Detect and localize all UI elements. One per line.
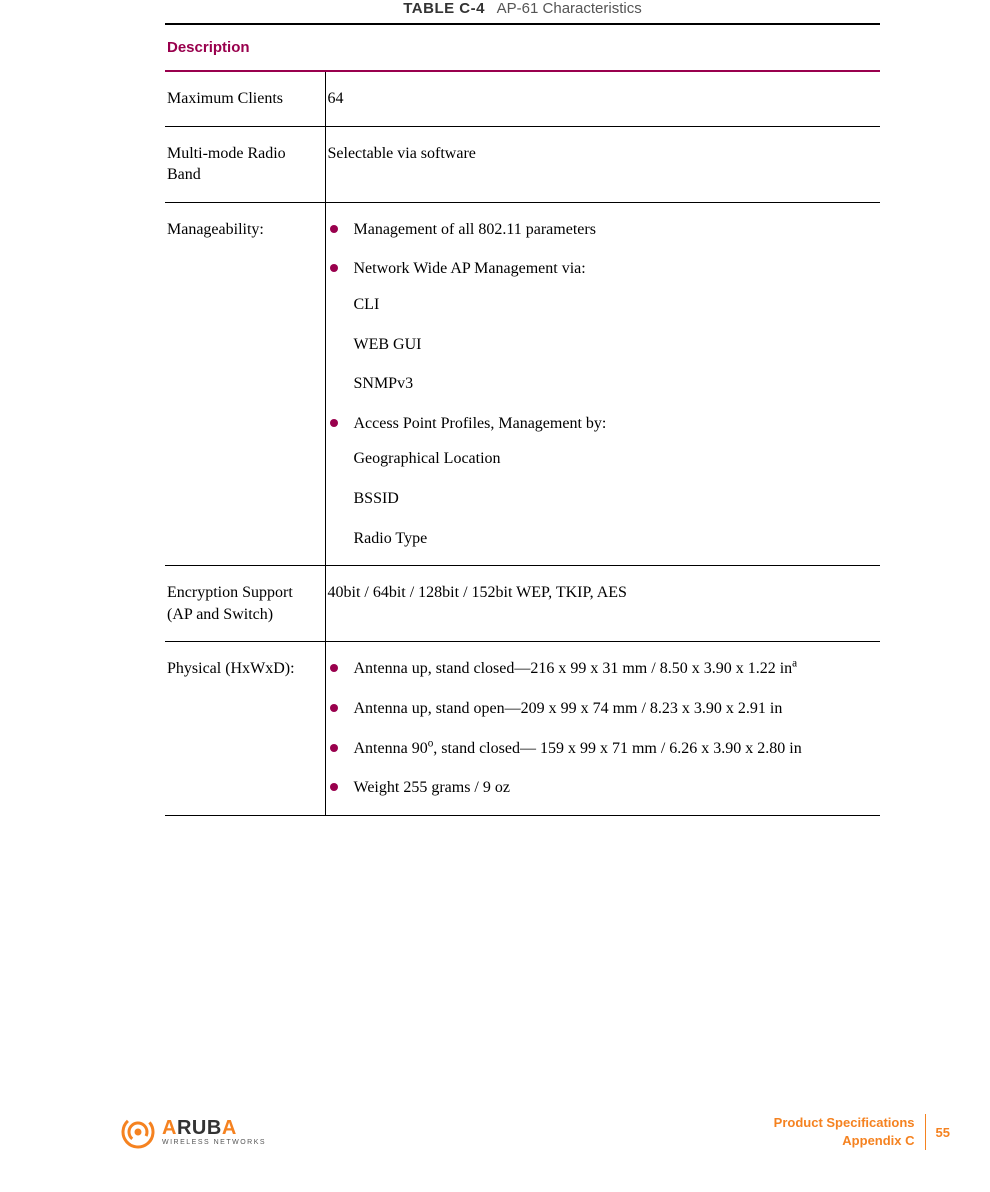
- table-caption: TABLE C-4 AP-61 Characteristics: [165, 0, 880, 17]
- list-item: Antenna 90o, stand closed— 159 x 99 x 71…: [328, 738, 871, 760]
- sub-list-item: CLI: [354, 294, 871, 316]
- sub-list-item: WEB GUI: [354, 334, 871, 356]
- logo-main: ARUBA: [162, 1118, 266, 1138]
- list-item-text-pre: Antenna 90: [354, 740, 428, 757]
- sub-list: CLI WEB GUI SNMPv3: [354, 294, 871, 395]
- list-item: Antenna up, stand open—209 x 99 x 74 mm …: [328, 698, 871, 720]
- bullet-list: Management of all 802.11 parameters Netw…: [328, 219, 871, 549]
- row-key: Physical (HxWxD):: [165, 642, 325, 815]
- table-row: Multi-mode Radio Band Selectable via sof…: [165, 126, 880, 202]
- row-key: Multi-mode Radio Band: [165, 126, 325, 202]
- row-value: 64: [325, 71, 880, 126]
- footer-title-2: Appendix C: [774, 1132, 915, 1150]
- footer-titles: Product Specifications Appendix C: [774, 1114, 926, 1149]
- footer-right: Product Specifications Appendix C 55: [774, 1114, 950, 1149]
- table-header-row: Description: [165, 24, 880, 71]
- row-key: Maximum Clients: [165, 71, 325, 126]
- sub-list-item: SNMPv3: [354, 373, 871, 395]
- logo-letter: A: [222, 1117, 237, 1139]
- caption-label: TABLE C-4: [403, 0, 485, 17]
- aruba-swirl-icon: [120, 1114, 156, 1150]
- logo-sub: WIRELESS NETWORKS: [162, 1139, 266, 1146]
- row-key: Encryption Support (AP and Switch): [165, 566, 325, 642]
- superscript: a: [792, 658, 797, 670]
- sub-list-item: Radio Type: [354, 528, 871, 550]
- logo-letter: R: [177, 1117, 192, 1139]
- table-row: Encryption Support (AP and Switch) 40bit…: [165, 566, 880, 642]
- row-value: Management of all 802.11 parameters Netw…: [325, 202, 880, 565]
- table-row: Manageability: Management of all 802.11 …: [165, 202, 880, 565]
- header-description: Description: [165, 24, 880, 71]
- row-value: 40bit / 64bit / 128bit / 152bit WEP, TKI…: [325, 566, 880, 642]
- caption-title: AP-61 Characteristics: [497, 0, 642, 17]
- list-item-text: Network Wide AP Management via:: [354, 260, 586, 277]
- page-content: TABLE C-4 AP-61 Characteristics Descript…: [0, 0, 990, 816]
- row-value: Antenna up, stand closed—216 x 99 x 31 m…: [325, 642, 880, 815]
- sub-list-item: BSSID: [354, 488, 871, 510]
- list-item: Antenna up, stand closed—216 x 99 x 31 m…: [328, 658, 871, 680]
- list-item: Weight 255 grams / 9 oz: [328, 777, 871, 799]
- logo-letter: B: [207, 1117, 222, 1139]
- logo-letter: U: [192, 1117, 207, 1139]
- row-key: Manageability:: [165, 202, 325, 565]
- footer-page-number: 55: [926, 1114, 950, 1149]
- table-row: Physical (HxWxD): Antenna up, stand clos…: [165, 642, 880, 815]
- list-item-text: Antenna up, stand closed—216 x 99 x 31 m…: [354, 660, 793, 677]
- list-item-text-post: , stand closed— 159 x 99 x 71 mm / 6.26 …: [433, 740, 801, 757]
- list-item: Management of all 802.11 parameters: [328, 219, 871, 241]
- logo-text: ARUBA WIRELESS NETWORKS: [162, 1118, 266, 1146]
- spec-table: Description Maximum Clients 64 Multi-mod…: [165, 23, 880, 816]
- list-item: Access Point Profiles, Management by: Ge…: [328, 413, 871, 549]
- brand-logo: ARUBA WIRELESS NETWORKS: [120, 1114, 266, 1150]
- sub-list: Geographical Location BSSID Radio Type: [354, 448, 871, 549]
- footer-title-1: Product Specifications: [774, 1114, 915, 1132]
- page-footer: ARUBA WIRELESS NETWORKS Product Specific…: [0, 1114, 990, 1150]
- table-row: Maximum Clients 64: [165, 71, 880, 126]
- bullet-list: Antenna up, stand closed—216 x 99 x 31 m…: [328, 658, 871, 798]
- row-value: Selectable via software: [325, 126, 880, 202]
- list-item: Network Wide AP Management via: CLI WEB …: [328, 258, 871, 394]
- logo-letter: A: [162, 1117, 177, 1139]
- list-item-text: Access Point Profiles, Management by:: [354, 415, 607, 432]
- sub-list-item: Geographical Location: [354, 448, 871, 470]
